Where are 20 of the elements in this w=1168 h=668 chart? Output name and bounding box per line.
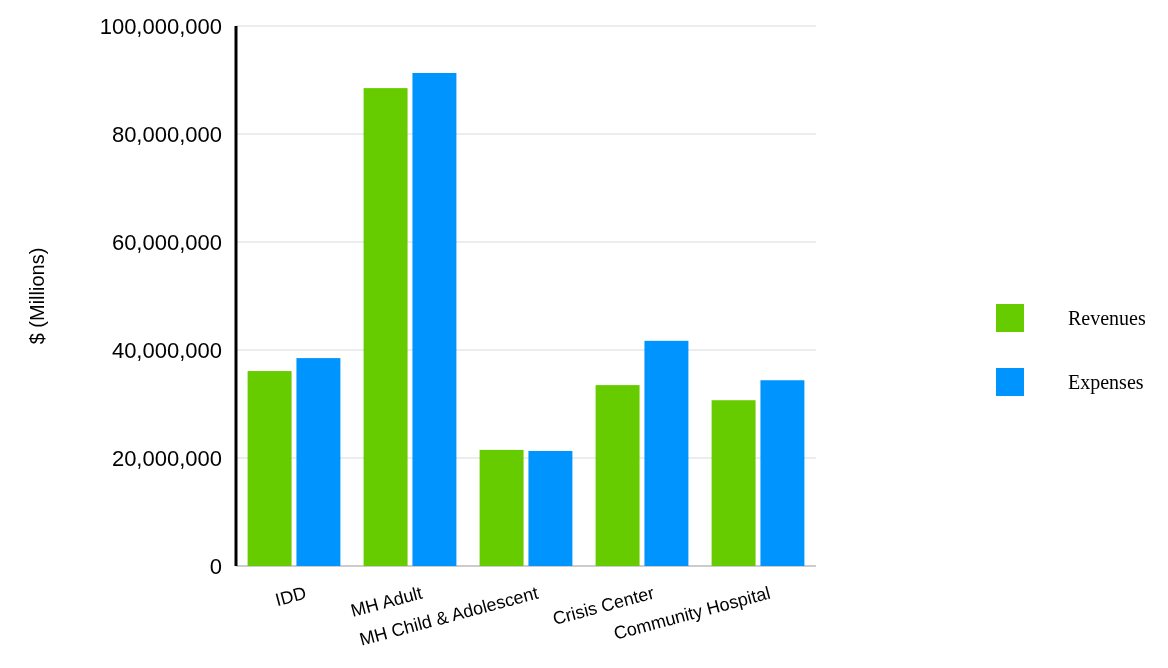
bar bbox=[247, 371, 292, 566]
y-axis-title: $ (Millions) bbox=[26, 247, 48, 345]
y-tick-label: 100,000,000 bbox=[99, 13, 222, 39]
legend-label: Revenues bbox=[1068, 307, 1146, 329]
bar bbox=[711, 400, 756, 566]
bar bbox=[528, 450, 573, 566]
bar bbox=[479, 449, 524, 566]
bar bbox=[363, 88, 408, 566]
y-tick-label: 80,000,000 bbox=[111, 121, 222, 147]
bar bbox=[595, 385, 640, 566]
bar bbox=[760, 380, 805, 566]
bar bbox=[412, 72, 457, 566]
bar bbox=[296, 358, 341, 566]
legend-label: Expenses bbox=[1068, 371, 1144, 394]
y-tick-label: 40,000,000 bbox=[111, 337, 222, 363]
y-tick-label: 60,000,000 bbox=[111, 229, 222, 255]
y-tick-label: 20,000,000 bbox=[111, 445, 222, 471]
x-tick-label: IDD bbox=[273, 582, 309, 611]
bar bbox=[644, 340, 689, 566]
y-tick-label: 0 bbox=[209, 553, 222, 579]
